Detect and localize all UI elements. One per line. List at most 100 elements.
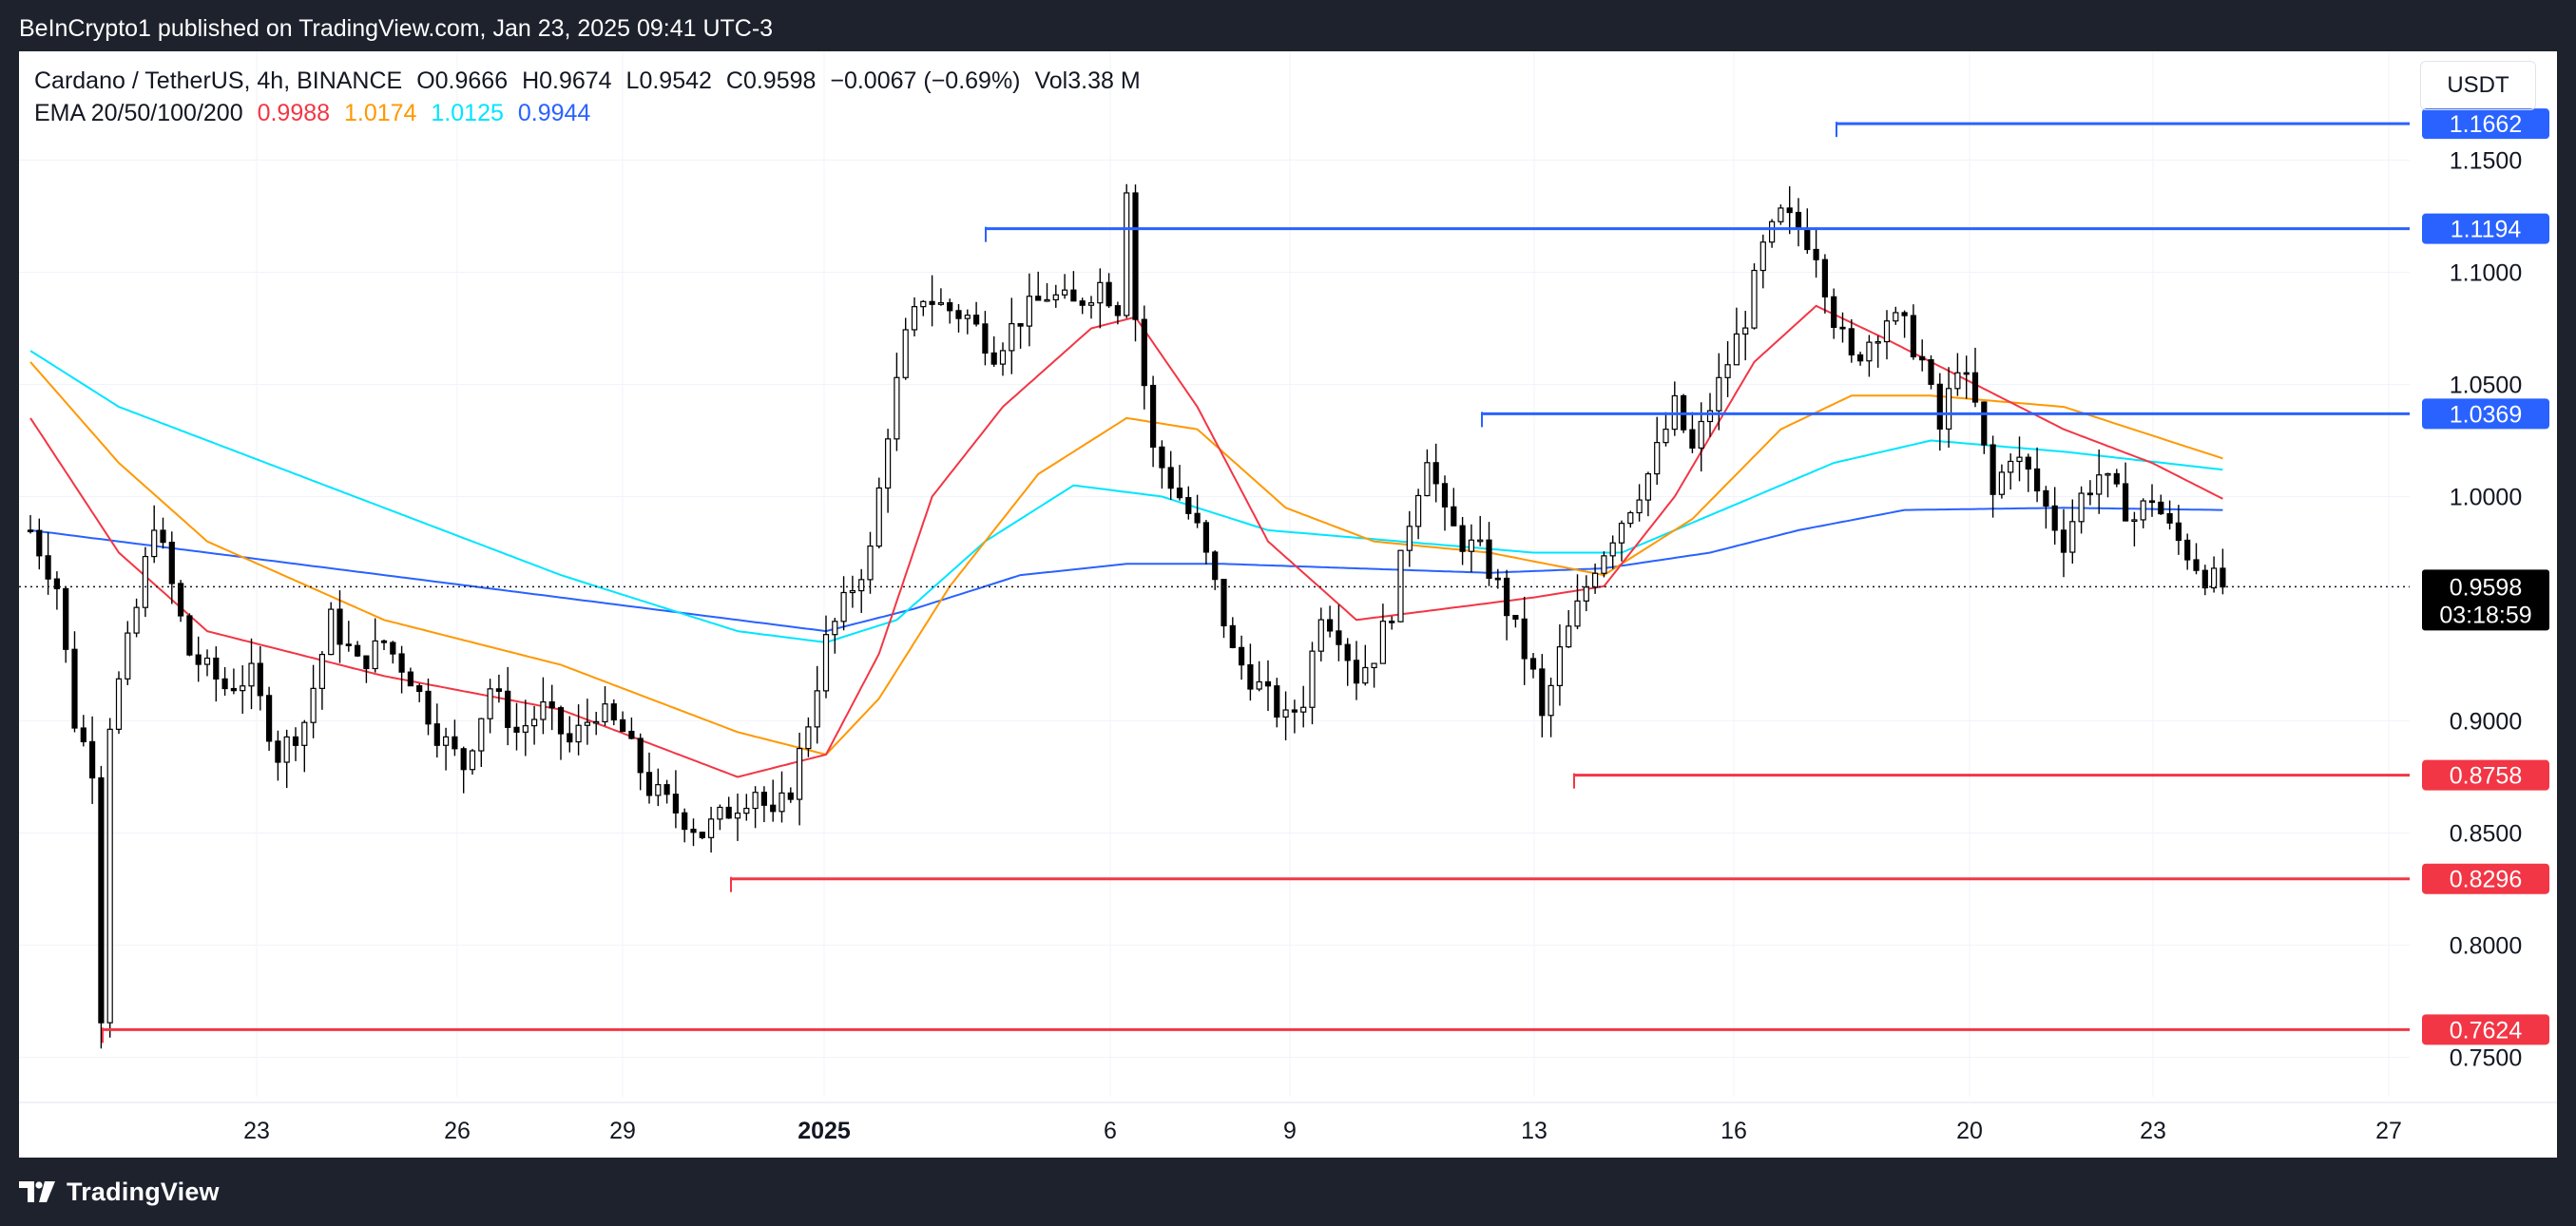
candle-body xyxy=(355,644,361,657)
resistance-level-label-bg xyxy=(2422,108,2549,140)
candle-body xyxy=(318,653,325,689)
y-tick-label: 1.1500 xyxy=(2450,147,2522,174)
candle-body xyxy=(460,748,467,771)
candle-body xyxy=(1768,220,1776,243)
candle-body xyxy=(937,302,945,305)
ema-row: EMA 20/50/100/200 0.9988 1.0174 1.0125 0… xyxy=(34,97,1141,129)
candle-body xyxy=(1654,442,1661,475)
volume-label: Vol xyxy=(1034,67,1068,94)
candle-body xyxy=(283,736,290,763)
candle-body xyxy=(495,688,502,692)
candle-body xyxy=(787,792,794,800)
candle-body xyxy=(1618,523,1625,544)
footer-bar: TradingView xyxy=(0,1158,2576,1226)
candle-body xyxy=(593,720,600,724)
candle-body xyxy=(478,718,485,752)
candle-body xyxy=(1601,555,1607,574)
candle-body xyxy=(858,579,865,592)
candle-body xyxy=(1919,355,1926,361)
candle-body xyxy=(195,654,202,665)
resistance-level-label-bg xyxy=(2422,213,2549,244)
candle-body xyxy=(1176,488,1183,499)
ema-label[interactable]: EMA 20/50/100/200 xyxy=(34,100,243,126)
candle-body xyxy=(645,772,653,796)
candle-body xyxy=(487,688,493,719)
candle-body xyxy=(425,690,432,725)
candle-body xyxy=(1291,709,1298,713)
candle-body xyxy=(1114,305,1122,316)
candle-body xyxy=(832,621,838,636)
candle-body xyxy=(920,300,927,308)
tradingview-logo[interactable]: TradingView xyxy=(19,1178,220,1207)
price-chart[interactable]: 1.1662 1.1194 1.0369 0.8758 0.8296 0.7624 1.15… xyxy=(19,51,2557,1158)
candle-body xyxy=(1389,621,1395,623)
candle-body xyxy=(1026,296,1033,327)
candle-body xyxy=(1893,312,1899,322)
y-tick-label: 1.0500 xyxy=(2450,372,2522,398)
candle-body xyxy=(1990,444,1996,495)
ema50-line xyxy=(29,361,2223,756)
candle-body xyxy=(1556,646,1564,686)
candle-body xyxy=(45,555,51,580)
candle-body xyxy=(1309,650,1316,708)
candle-body xyxy=(567,733,573,743)
candle-body xyxy=(1928,359,1934,385)
candle-body xyxy=(682,812,688,831)
ema20-value: 0.9988 xyxy=(257,100,331,126)
candle-body xyxy=(1698,420,1704,449)
chart-legend: Cardano / TetherUS, 4h, BINANCE O0.9666 … xyxy=(34,65,1141,129)
candle-body xyxy=(1238,646,1245,666)
candle-body xyxy=(840,591,847,623)
symbol-label[interactable]: Cardano / TetherUS, 4h, BINANCE xyxy=(34,67,403,94)
candle-body xyxy=(1839,326,1846,330)
candle-body xyxy=(1804,227,1811,251)
candle-body xyxy=(469,750,476,771)
candle-body xyxy=(275,740,281,763)
candle-body xyxy=(1044,298,1050,302)
candle-body xyxy=(1548,684,1554,717)
candle-body xyxy=(1644,472,1652,501)
candle-body xyxy=(947,302,953,312)
candle-body xyxy=(1441,483,1449,508)
candle-body xyxy=(1954,372,1961,390)
currency-button[interactable]: USDT xyxy=(2420,61,2536,110)
candle-body xyxy=(1963,372,1970,375)
candle-body xyxy=(867,546,874,581)
candle-body xyxy=(1848,328,1855,355)
candle-body xyxy=(80,727,87,743)
y-tick-label: 0.9000 xyxy=(2450,709,2522,736)
candle-body xyxy=(575,724,582,743)
candle-body xyxy=(88,740,96,779)
candle-body xyxy=(1503,577,1510,617)
candle-body xyxy=(655,784,662,796)
candle-body xyxy=(1362,666,1369,684)
candle-body xyxy=(2051,505,2058,531)
x-tick-label: 23 xyxy=(243,1118,270,1144)
candle-body xyxy=(1831,296,1837,329)
tradingview-brand: TradingView xyxy=(67,1177,220,1206)
candle-body xyxy=(982,323,989,354)
candle-body xyxy=(1379,621,1387,664)
candle-body xyxy=(310,687,317,723)
candle-body xyxy=(1574,600,1581,627)
chart-panel[interactable]: 1.1662 1.1194 1.0369 0.8758 0.8296 0.7624 1.15… xyxy=(19,51,2557,1158)
candle-body xyxy=(628,730,635,739)
candle-body xyxy=(1512,614,1519,620)
low-label: L xyxy=(625,67,640,94)
candle-body xyxy=(894,376,900,440)
candle-body xyxy=(2148,500,2156,504)
countdown-label: 03:18:59 xyxy=(2439,602,2531,628)
candle-body xyxy=(257,662,263,697)
candle-body xyxy=(1459,525,1466,552)
candle-body xyxy=(416,685,423,693)
candle-body xyxy=(752,792,759,810)
candle-body xyxy=(372,640,378,670)
candle-body xyxy=(637,738,644,774)
candle-body xyxy=(125,632,131,680)
x-tick-label: 2025 xyxy=(798,1118,851,1144)
candle-body xyxy=(2086,492,2093,496)
candle-body xyxy=(964,315,971,319)
candle-body xyxy=(672,794,680,814)
candle-body xyxy=(955,310,962,319)
ema100-line xyxy=(29,350,2223,643)
